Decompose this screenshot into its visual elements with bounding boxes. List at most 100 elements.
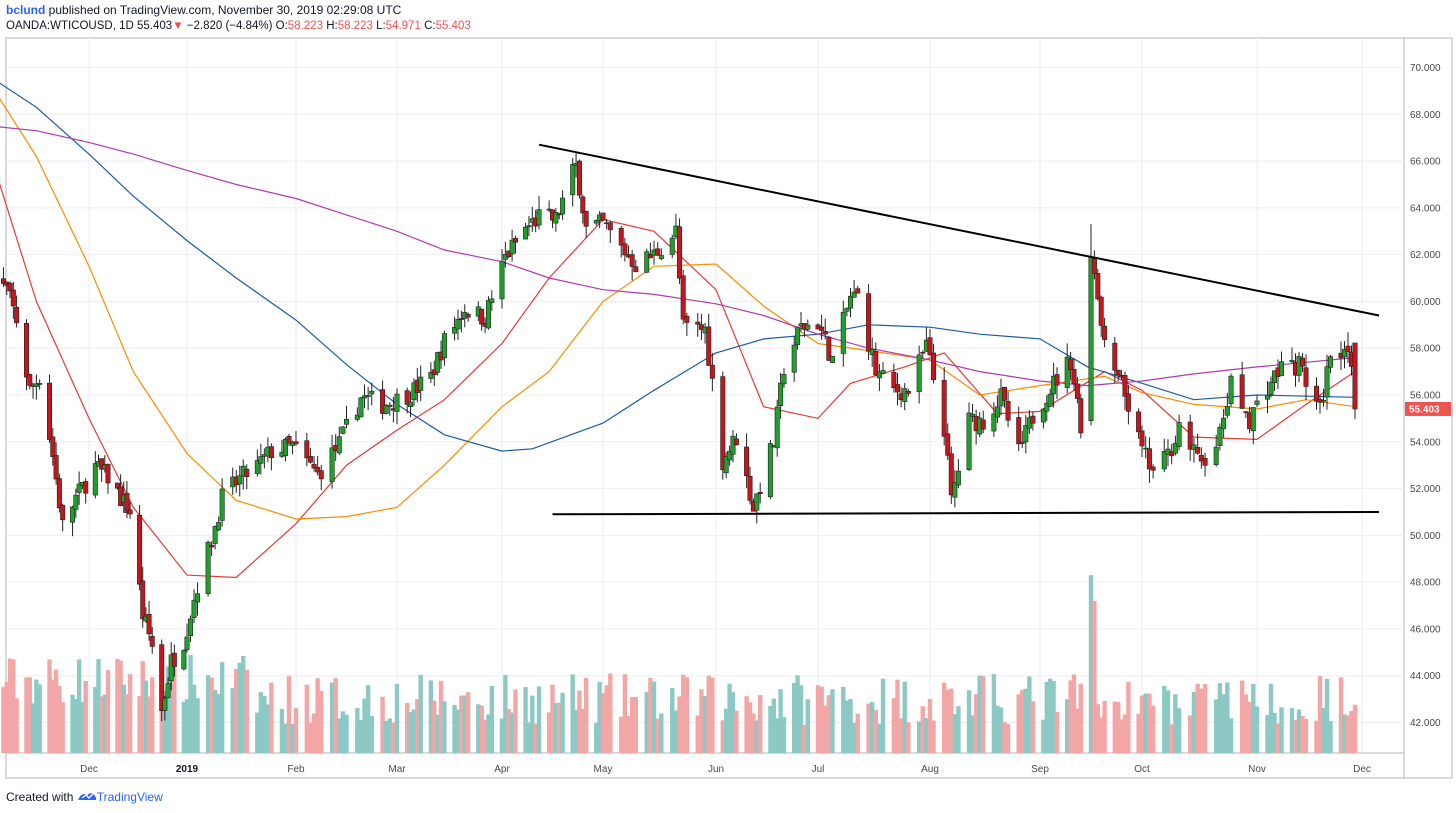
volume-bar bbox=[4, 682, 9, 753]
candle-body bbox=[171, 652, 177, 667]
volume-bar bbox=[724, 708, 729, 753]
volume-bar bbox=[792, 682, 797, 753]
volume-bar bbox=[1162, 685, 1167, 753]
y-tick-label: 58.000 bbox=[1410, 344, 1441, 355]
volume-bar bbox=[877, 723, 882, 753]
candle-body bbox=[576, 160, 582, 196]
trendline bbox=[538, 143, 1380, 317]
candle-body bbox=[435, 352, 441, 373]
volume-bar bbox=[1075, 708, 1080, 753]
candle-body bbox=[1071, 369, 1077, 384]
volume-bar bbox=[102, 694, 108, 753]
volume-bar bbox=[1275, 723, 1281, 753]
volume-bar bbox=[600, 693, 606, 753]
candle-body bbox=[1047, 393, 1053, 407]
candle-body bbox=[1324, 366, 1330, 398]
volume-bar bbox=[50, 679, 56, 753]
volume-bar bbox=[966, 690, 972, 753]
volume-bar bbox=[550, 684, 555, 753]
volume-bar bbox=[916, 721, 922, 753]
volume-bar bbox=[127, 674, 133, 753]
volume-bar bbox=[826, 695, 832, 753]
volume-bar bbox=[411, 709, 417, 753]
volume-bar bbox=[462, 695, 467, 753]
volume-bar bbox=[140, 661, 145, 753]
volume-bar bbox=[255, 712, 260, 753]
volume-bar bbox=[80, 702, 85, 753]
candle-body bbox=[733, 438, 739, 446]
candle-body bbox=[580, 196, 586, 214]
candle-body bbox=[1195, 447, 1201, 454]
candle-body bbox=[622, 243, 628, 256]
candle-body bbox=[83, 481, 89, 494]
candle-body bbox=[1016, 417, 1022, 445]
volume-bar bbox=[70, 694, 75, 753]
volume-bar bbox=[956, 706, 961, 753]
volume-bar bbox=[1317, 676, 1323, 753]
candle-body bbox=[237, 475, 243, 485]
volume-bar bbox=[981, 676, 986, 753]
volume-bar bbox=[670, 687, 675, 753]
candle-body bbox=[523, 226, 529, 240]
volume-bar bbox=[1314, 720, 1319, 753]
volume-bar bbox=[659, 713, 664, 753]
candle-body bbox=[1289, 359, 1295, 363]
volume-bar bbox=[949, 688, 954, 753]
candle-body bbox=[286, 436, 292, 444]
candle-body bbox=[329, 447, 335, 482]
volume-bar bbox=[1099, 717, 1104, 753]
candle-body bbox=[369, 390, 375, 395]
y-tick-label: 42.000 bbox=[1410, 718, 1441, 729]
candle-body bbox=[1250, 407, 1256, 432]
volume-bar bbox=[195, 698, 200, 753]
candle-body bbox=[1068, 358, 1074, 370]
volume-bar bbox=[973, 694, 979, 753]
volume-bar bbox=[795, 675, 800, 753]
candle-body bbox=[254, 460, 260, 474]
candle-body bbox=[428, 371, 434, 379]
candle-body bbox=[680, 275, 686, 320]
candle-body bbox=[99, 458, 105, 470]
volume-bar bbox=[768, 705, 773, 753]
candle-body bbox=[822, 331, 828, 335]
candle-body bbox=[1314, 385, 1320, 402]
candle-body bbox=[778, 382, 784, 406]
candle-body bbox=[1213, 446, 1219, 465]
volume-bar bbox=[1051, 680, 1056, 753]
volume-bar bbox=[906, 722, 911, 753]
volume-bar bbox=[604, 685, 609, 753]
x-tick-label: Sep bbox=[1031, 764, 1049, 775]
volume-bar bbox=[941, 682, 947, 753]
open-label: O: bbox=[275, 20, 288, 32]
candle-body bbox=[191, 599, 197, 618]
author-link[interactable]: bclund bbox=[6, 3, 46, 17]
candle-body bbox=[60, 504, 66, 521]
volume-bar bbox=[279, 709, 285, 753]
volume-bar bbox=[673, 710, 679, 753]
candle-body bbox=[1328, 356, 1334, 368]
volume-bar bbox=[333, 678, 338, 753]
candle-body bbox=[1023, 425, 1029, 443]
candle-body bbox=[781, 374, 787, 385]
candle-body bbox=[485, 300, 491, 329]
candle-body bbox=[404, 390, 410, 405]
volume-bar bbox=[269, 682, 274, 753]
candle-body bbox=[1221, 417, 1227, 430]
volume-bar bbox=[258, 692, 264, 753]
candle-body bbox=[553, 212, 559, 224]
volume-bar bbox=[57, 685, 62, 753]
volume-bar bbox=[695, 715, 700, 753]
candle-body bbox=[73, 494, 79, 510]
x-tick-label: Aug bbox=[921, 764, 939, 775]
volume-bar bbox=[391, 722, 396, 753]
candle-body bbox=[1239, 374, 1245, 409]
volume-bar bbox=[1030, 701, 1036, 753]
candle-body bbox=[282, 438, 288, 457]
candle-body bbox=[1146, 448, 1152, 470]
volume-bar bbox=[680, 674, 686, 753]
candle-body bbox=[181, 650, 187, 670]
candle-body bbox=[1342, 349, 1348, 358]
volume-bar bbox=[383, 720, 389, 753]
tradingview-link[interactable]: TradingView bbox=[96, 790, 163, 804]
